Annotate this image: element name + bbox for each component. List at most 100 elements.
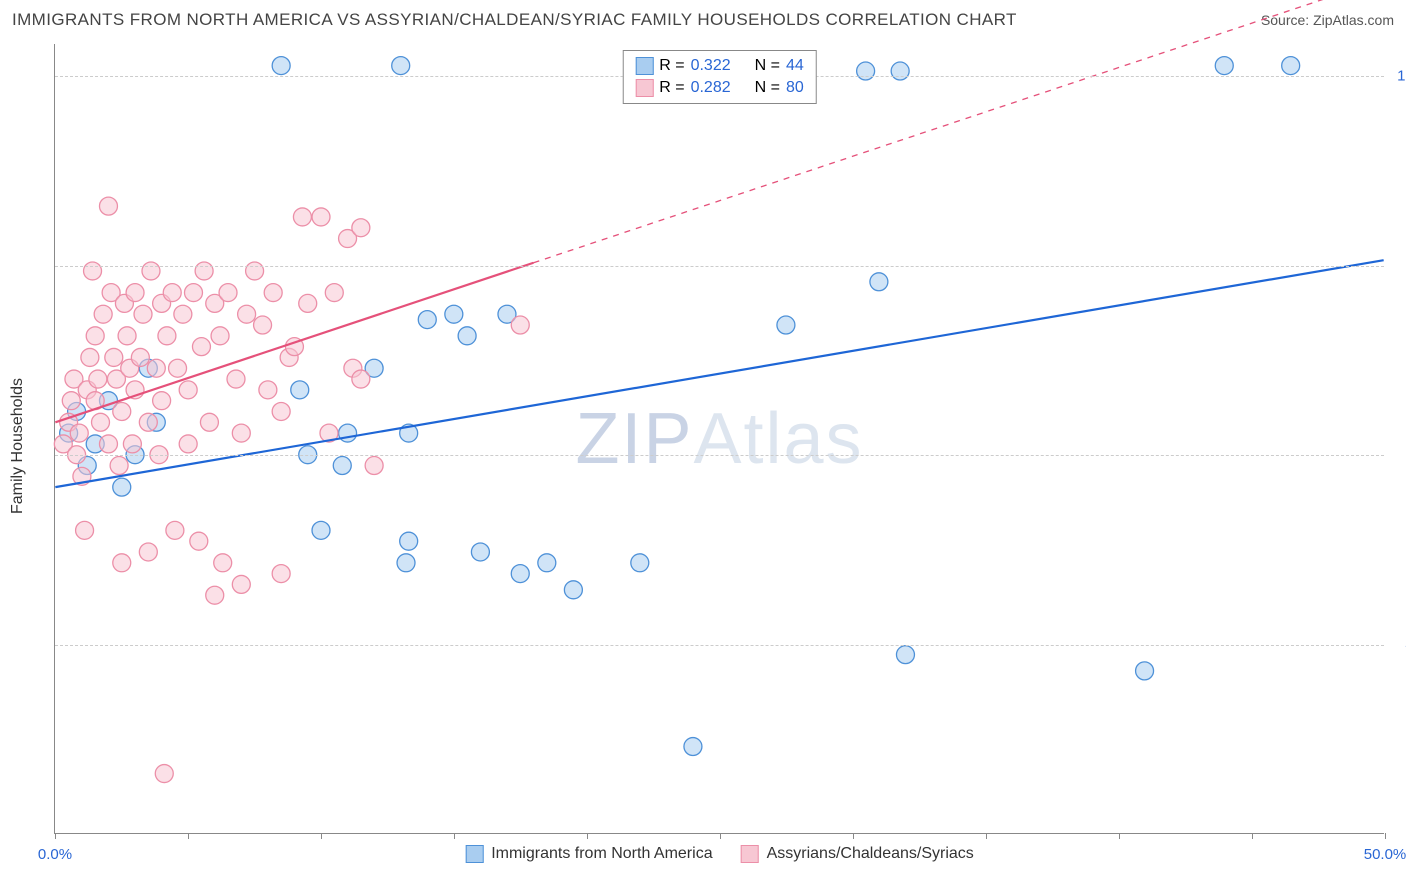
x-tick: [1252, 833, 1253, 839]
y-tick-label: 100.0%: [1388, 68, 1406, 85]
scatter-point: [110, 457, 128, 475]
scatter-point: [365, 457, 383, 475]
scatter-point: [1215, 57, 1233, 75]
scatter-point: [118, 327, 136, 345]
scatter-point: [291, 381, 309, 399]
legend-n-value: 80: [786, 79, 804, 97]
x-tick: [321, 833, 322, 839]
scatter-point: [418, 311, 436, 329]
scatter-point: [325, 284, 343, 302]
legend-r-value: 0.282: [691, 79, 731, 97]
scatter-point: [200, 413, 218, 431]
scatter-point: [105, 348, 123, 366]
scatter-point: [397, 554, 415, 572]
scatter-point: [1282, 57, 1300, 75]
scatter-point: [1136, 662, 1154, 680]
scatter-point: [179, 381, 197, 399]
plot-area: ZIPAtlas 47.5%65.0%82.5%100.0% 0.0%50.0%…: [54, 44, 1384, 834]
scatter-point: [232, 575, 250, 593]
scatter-point: [272, 402, 290, 420]
gridline: [55, 266, 1384, 267]
scatter-point: [777, 316, 795, 334]
scatter-point: [131, 348, 149, 366]
x-tick: [1385, 833, 1386, 839]
scatter-point: [76, 521, 94, 539]
x-tick: [55, 833, 56, 839]
scatter-point: [92, 413, 110, 431]
scatter-point: [174, 305, 192, 323]
x-tick: [986, 833, 987, 839]
legend-r-label: R =: [659, 79, 684, 97]
legend-n-value: 44: [786, 57, 804, 75]
scatter-point: [139, 543, 157, 561]
scatter-point: [195, 262, 213, 280]
scatter-point: [684, 738, 702, 756]
x-tick: [1119, 833, 1120, 839]
y-tick-label: 47.5%: [1388, 636, 1406, 653]
scatter-point: [139, 413, 157, 431]
scatter-point: [113, 554, 131, 572]
scatter-point: [166, 521, 184, 539]
y-axis-title: Family Households: [9, 378, 27, 514]
scatter-point: [312, 208, 330, 226]
scatter-point: [134, 305, 152, 323]
scatter-point: [896, 646, 914, 664]
chart-title: IMMIGRANTS FROM NORTH AMERICA VS ASSYRIA…: [12, 10, 1017, 30]
scatter-point: [123, 435, 141, 453]
legend-swatch: [741, 845, 759, 863]
scatter-point: [458, 327, 476, 345]
y-tick-label: 82.5%: [1388, 257, 1406, 274]
legend-top-row: R = 0.322 N = 44: [635, 55, 804, 77]
legend-swatch: [465, 845, 483, 863]
scatter-point: [293, 208, 311, 226]
y-tick-label: 65.0%: [1388, 447, 1406, 464]
legend-series-label: Immigrants from North America: [491, 845, 712, 863]
legend-bottom: Immigrants from North America Assyrians/C…: [465, 845, 974, 863]
scatter-point: [84, 262, 102, 280]
source-label: Source: ZipAtlas.com: [1261, 12, 1394, 28]
scatter-point: [471, 543, 489, 561]
scatter-point: [179, 435, 197, 453]
scatter-point: [94, 305, 112, 323]
scatter-point: [445, 305, 463, 323]
scatter-point: [272, 565, 290, 583]
scatter-point: [155, 765, 173, 783]
legend-r-value: 0.322: [691, 57, 731, 75]
scatter-point: [232, 424, 250, 442]
legend-series-label: Assyrians/Chaldeans/Syriacs: [767, 845, 974, 863]
scatter-point: [163, 284, 181, 302]
scatter-point: [89, 370, 107, 388]
scatter-point: [631, 554, 649, 572]
legend-top-row: R = 0.282 N = 80: [635, 77, 804, 99]
scatter-point: [511, 316, 529, 334]
scatter-point: [142, 262, 160, 280]
trend-line-dashed: [534, 0, 1384, 263]
scatter-point: [246, 262, 264, 280]
scatter-point: [400, 532, 418, 550]
scatter-point: [190, 532, 208, 550]
chart-svg: [55, 44, 1384, 833]
scatter-point: [299, 294, 317, 312]
scatter-point: [870, 273, 888, 291]
scatter-point: [62, 392, 80, 410]
x-tick-label: 0.0%: [38, 846, 72, 863]
scatter-point: [192, 338, 210, 356]
legend-top: R = 0.322 N = 44 R = 0.282 N = 80: [622, 50, 817, 104]
x-tick: [720, 833, 721, 839]
scatter-point: [333, 457, 351, 475]
legend-r-label: R =: [659, 57, 684, 75]
legend-bottom-item: Assyrians/Chaldeans/Syriacs: [741, 845, 974, 863]
legend-n-label: N =: [755, 57, 780, 75]
scatter-point: [126, 284, 144, 302]
x-tick: [188, 833, 189, 839]
scatter-point: [352, 370, 370, 388]
scatter-point: [99, 197, 117, 215]
scatter-point: [219, 284, 237, 302]
scatter-point: [81, 348, 99, 366]
x-tick: [853, 833, 854, 839]
scatter-point: [511, 565, 529, 583]
scatter-point: [86, 327, 104, 345]
scatter-point: [259, 381, 277, 399]
legend-n-label: N =: [755, 79, 780, 97]
legend-bottom-item: Immigrants from North America: [465, 845, 712, 863]
